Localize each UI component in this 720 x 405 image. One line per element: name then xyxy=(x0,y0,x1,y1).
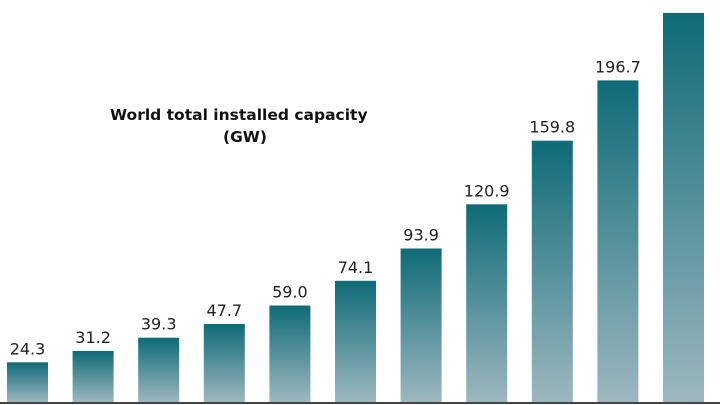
bar-6 xyxy=(335,280,376,402)
bar-value-label-1: 24.3 xyxy=(10,339,46,358)
bar-value-label-2: 31.2 xyxy=(75,328,111,347)
chart-title-line1: World total installed capacity xyxy=(110,106,368,124)
bars-group xyxy=(7,12,704,403)
bar-7 xyxy=(400,248,442,402)
bar-value-label-3: 39.3 xyxy=(141,315,177,334)
bar-value-label-9: 159.8 xyxy=(529,118,575,137)
bar-9 xyxy=(531,140,573,402)
bar-value-label-6: 74.1 xyxy=(338,258,374,277)
bar-5 xyxy=(269,305,311,402)
bar-value-label-4: 47.7 xyxy=(206,301,242,320)
bar-1 xyxy=(7,362,48,402)
bar-11 xyxy=(663,12,704,403)
bar-value-label-8: 120.9 xyxy=(464,181,510,200)
chart-title-line2: (GW) xyxy=(223,128,267,146)
bar-value-label-5: 59.0 xyxy=(272,283,308,302)
bar-labels-group: 24.3 31.2 39.3 47.7 59.0 74.1 93.9 120.9 159.8 19… xyxy=(10,57,641,358)
bar-value-label-7: 93.9 xyxy=(403,226,439,245)
bar-2 xyxy=(72,351,114,402)
bar-value-label-10: 196.7 xyxy=(595,57,641,76)
bar-4 xyxy=(203,324,245,402)
bar-8 xyxy=(466,204,508,402)
bar-3 xyxy=(138,337,180,402)
chart-title: World total installed capacity (GW) xyxy=(110,104,368,148)
bar-10 xyxy=(597,80,639,403)
